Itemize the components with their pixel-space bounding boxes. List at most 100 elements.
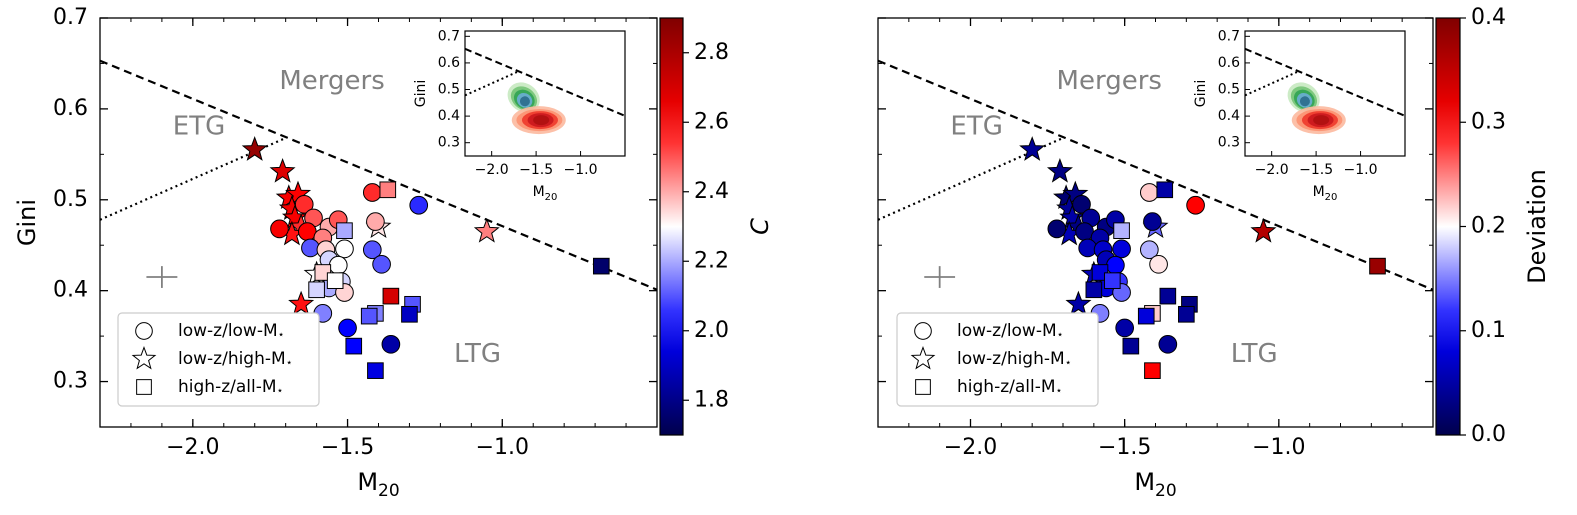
- data-point-square: [336, 222, 353, 240]
- x-tick-label: −1.0: [1252, 435, 1305, 460]
- inset-frame: [1244, 30, 1406, 157]
- data-point-circle: [1047, 219, 1067, 239]
- colorbar-tick-label: 0.4: [1471, 5, 1506, 30]
- colorbar-label: C: [746, 218, 774, 235]
- inset-plot-area: [1245, 47, 1405, 135]
- legend-label-sub: ⋆: [278, 328, 285, 341]
- inset-y-tick-label: 0.3: [438, 135, 460, 151]
- mergers-dividing-line: [878, 59, 1433, 291]
- inset-frame: [464, 30, 626, 157]
- colorbar-tick-label: 0.1: [1471, 318, 1506, 343]
- data-point-circle: [1139, 183, 1159, 202]
- x-tick-label: −2.0: [166, 435, 219, 460]
- data-point-square: [326, 272, 344, 289]
- data-point-circle: [1158, 334, 1178, 354]
- inset-y-tick-label: 0.3: [1218, 135, 1240, 151]
- colorbar-tick-label: 0.3: [1471, 109, 1506, 134]
- inset-mergers-line: [1245, 47, 1405, 117]
- inset-y-tick-label: 0.7: [438, 28, 460, 44]
- inset-y-tick-label: 0.5: [438, 82, 460, 98]
- legend-label-main: low-z/high-M: [178, 349, 286, 369]
- y-tick-label: 0.6: [53, 96, 88, 121]
- colorbar-tick-label: 2.0: [694, 318, 729, 343]
- data-point-circle: [294, 194, 314, 214]
- data-point-square: [1156, 181, 1174, 199]
- x-axis-label-main: M: [1134, 468, 1155, 496]
- inset-x-axis-label: M20: [533, 184, 558, 203]
- data-point-circle: [366, 212, 385, 231]
- data-point-circle: [135, 322, 153, 340]
- inset-plot: −2.0 −1.5 −1.0 0.3 0.4 0.5 0.6 0.7 M20 Gini: [1193, 28, 1406, 203]
- region-label-mergers: Mergers: [279, 66, 384, 96]
- data-point-circle: [1139, 240, 1159, 260]
- x-tick-label: −2.0: [944, 435, 997, 460]
- legend-label-main: low-z/high-M: [957, 349, 1065, 369]
- data-point-square: [360, 307, 378, 325]
- inset-x-tick-label: −1.0: [564, 162, 598, 178]
- inset-plot: −2.0 −1.5 −1.0 0.3 0.4 0.5 0.6 0.7 M20 Gini: [413, 28, 626, 203]
- colorbar-tick-label: 0.2: [1471, 214, 1506, 239]
- density-contour-red: [1313, 115, 1330, 126]
- density-contour-green-blue: [519, 96, 530, 107]
- data-point-circle: [1115, 318, 1135, 338]
- inset-x-tick-label: −1.5: [1299, 162, 1333, 178]
- data-point-circle: [335, 239, 354, 259]
- inset-x-tick-label: −2.0: [1255, 162, 1289, 178]
- colorbar-tick-label: 2.6: [694, 109, 729, 134]
- legend-label: high-z/all-M⋆: [178, 377, 283, 397]
- legend-label-main: high-z/all-M: [957, 377, 1056, 397]
- data-point-circle: [362, 183, 382, 202]
- data-point-square: [592, 257, 610, 275]
- data-point-square: [1159, 287, 1177, 305]
- legend: low-z/low-M⋆low-z/high-M⋆high-z/all-M⋆: [117, 312, 320, 407]
- data-point-circle: [1112, 239, 1131, 259]
- data-point-square: [1369, 257, 1386, 275]
- inset-background: [1245, 31, 1405, 156]
- data-point-star: [269, 157, 296, 183]
- inset-x-axis-label-main: M: [533, 184, 545, 200]
- data-point-circle: [381, 334, 401, 354]
- data-point-square: [1178, 305, 1195, 323]
- legend-label-main: high-z/all-M: [178, 377, 277, 397]
- inset-x-tick-label: −1.0: [1344, 162, 1378, 178]
- data-point-circle: [372, 254, 391, 274]
- data-point-circle: [328, 255, 348, 275]
- x-tick-label: −1.5: [321, 435, 374, 460]
- legend: low-z/low-M⋆low-z/high-M⋆high-z/all-M⋆: [896, 312, 1099, 407]
- legend-label-sub: ⋆: [1065, 356, 1072, 369]
- legend-label: high-z/all-M⋆: [957, 377, 1062, 397]
- colorbar-label: Deviation: [1523, 169, 1551, 284]
- inset-x-axis-label-main: M: [1313, 184, 1325, 200]
- data-point-circle: [270, 219, 289, 239]
- region-label-etg: ETG: [173, 112, 225, 142]
- y-tick-label: 0.5: [53, 187, 88, 212]
- data-point-circle: [1078, 238, 1098, 258]
- data-point-square: [379, 181, 397, 199]
- region-label-ltg: LTG: [1231, 339, 1278, 369]
- inset-background: [465, 31, 625, 156]
- data-point-star: [241, 136, 268, 161]
- inset-x-tick-label: −1.5: [519, 162, 553, 178]
- legend-label: low-z/low-M⋆: [178, 321, 285, 341]
- data-point-circle: [1143, 212, 1162, 231]
- data-point-square: [915, 379, 931, 395]
- inset-x-axis-label-sub: 20: [545, 192, 558, 203]
- data-point-circle: [301, 238, 320, 258]
- inset-y-tick-label: 0.6: [438, 55, 460, 71]
- legend-label-sub: ⋆: [1056, 384, 1063, 397]
- legend-label: low-z/high-M⋆: [178, 349, 293, 369]
- inset-x-axis-label: M20: [1313, 184, 1338, 203]
- data-point-star: [288, 290, 315, 316]
- x-axis-label: M20: [1134, 468, 1176, 501]
- data-point-star: [1065, 290, 1092, 316]
- legend-label-main: low-z/low-M: [957, 321, 1057, 341]
- data-point-circle: [1149, 254, 1168, 274]
- data-point-square: [367, 362, 384, 379]
- region-label-ltg: LTG: [454, 339, 501, 369]
- x-tick-label: −1.0: [476, 435, 529, 460]
- y-tick-label: 0.4: [53, 278, 88, 303]
- legend-label: low-z/low-M⋆: [957, 321, 1064, 341]
- plot-area: Mergers ETG LTG: [100, 59, 657, 379]
- colorbar-tick-label: 2.8: [694, 40, 729, 65]
